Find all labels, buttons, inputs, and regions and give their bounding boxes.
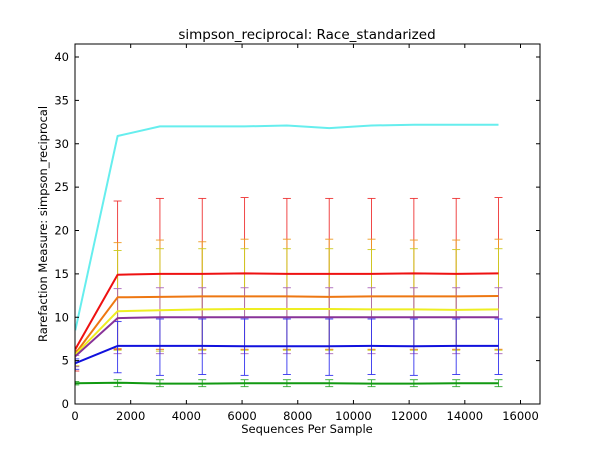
series-line-5 (75, 344, 499, 365)
x-axis: 0 2000 4000 6000 8000 10000 12000 14000 16000 (71, 44, 539, 423)
series-line-0 (75, 123, 499, 331)
x-tick-label: 2000 (116, 409, 145, 423)
x-tick-label: 8000 (283, 409, 312, 423)
y-tick-label: 25 (54, 180, 69, 194)
y-tick-label: 30 (54, 137, 69, 151)
y-tick-label: 0 (62, 397, 69, 411)
series-lines (75, 123, 499, 385)
plot-area (75, 123, 503, 388)
series-line-2 (75, 295, 499, 355)
x-tick-label: 14000 (447, 409, 484, 423)
x-tick-label: 6000 (227, 409, 256, 423)
series-line-3 (75, 308, 499, 356)
chart-title: simpson_reciprocal: Race_standarized (178, 27, 435, 43)
plot-frame (74, 43, 541, 405)
y-axis: 0 5 10 15 20 25 30 35 40 (54, 50, 540, 411)
y-tick-label: 5 (62, 354, 69, 368)
y-axis-label: Rarefaction Measure: simpson_reciprocal (36, 106, 50, 342)
y-tick-label: 20 (54, 224, 69, 238)
series-line-1 (75, 272, 499, 350)
x-tick-label: 4000 (172, 409, 201, 423)
series-line-6 (75, 381, 499, 385)
x-axis-label: Sequences Per Sample (241, 422, 372, 436)
y-tick-label: 40 (54, 50, 69, 64)
x-tick-label: 10000 (335, 409, 372, 423)
x-tick-label: 12000 (391, 409, 428, 423)
y-tick-label: 35 (54, 93, 69, 107)
series-line-4 (75, 316, 499, 358)
x-tick-label: 0 (71, 409, 78, 423)
x-tick-label: 16000 (502, 409, 539, 423)
y-tick-label: 10 (54, 310, 69, 324)
y-tick-label: 15 (54, 267, 69, 281)
error-bars (75, 197, 503, 388)
